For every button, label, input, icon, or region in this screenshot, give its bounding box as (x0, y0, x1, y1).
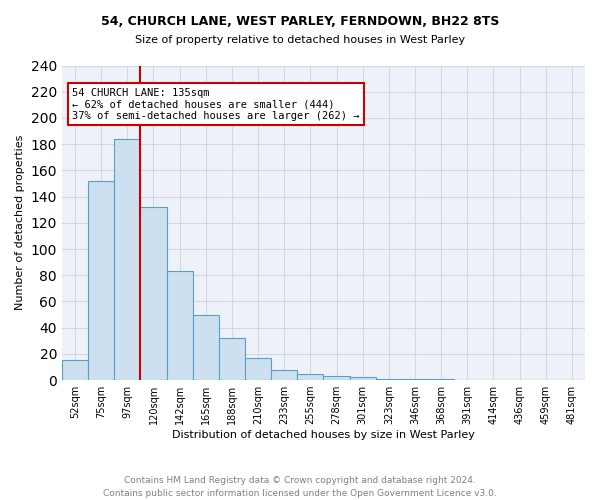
Bar (428, 379, 454, 380)
Bar (402, 379, 428, 380)
Bar (167, 272, 193, 380)
Bar (62, 360, 88, 380)
Bar (140, 207, 167, 380)
Text: 54, CHURCH LANE, WEST PARLEY, FERNDOWN, BH22 8TS: 54, CHURCH LANE, WEST PARLEY, FERNDOWN, … (101, 15, 499, 28)
Text: 54 CHURCH LANE: 135sqm
← 62% of detached houses are smaller (444)
37% of semi-de: 54 CHURCH LANE: 135sqm ← 62% of detached… (73, 88, 360, 120)
X-axis label: Distribution of detached houses by size in West Parley: Distribution of detached houses by size … (172, 430, 475, 440)
Text: Contains HM Land Registry data © Crown copyright and database right 2024.: Contains HM Land Registry data © Crown c… (124, 476, 476, 485)
Bar (271, 370, 298, 380)
Bar (298, 374, 323, 380)
Bar (376, 379, 402, 380)
Bar (88, 181, 114, 380)
Bar (114, 139, 140, 380)
Bar (350, 378, 376, 380)
Text: Size of property relative to detached houses in West Parley: Size of property relative to detached ho… (135, 35, 465, 45)
Bar (245, 358, 271, 380)
Bar (323, 376, 350, 380)
Bar (193, 314, 219, 380)
Bar (219, 338, 245, 380)
Text: Contains public sector information licensed under the Open Government Licence v3: Contains public sector information licen… (103, 488, 497, 498)
Y-axis label: Number of detached properties: Number of detached properties (15, 135, 25, 310)
